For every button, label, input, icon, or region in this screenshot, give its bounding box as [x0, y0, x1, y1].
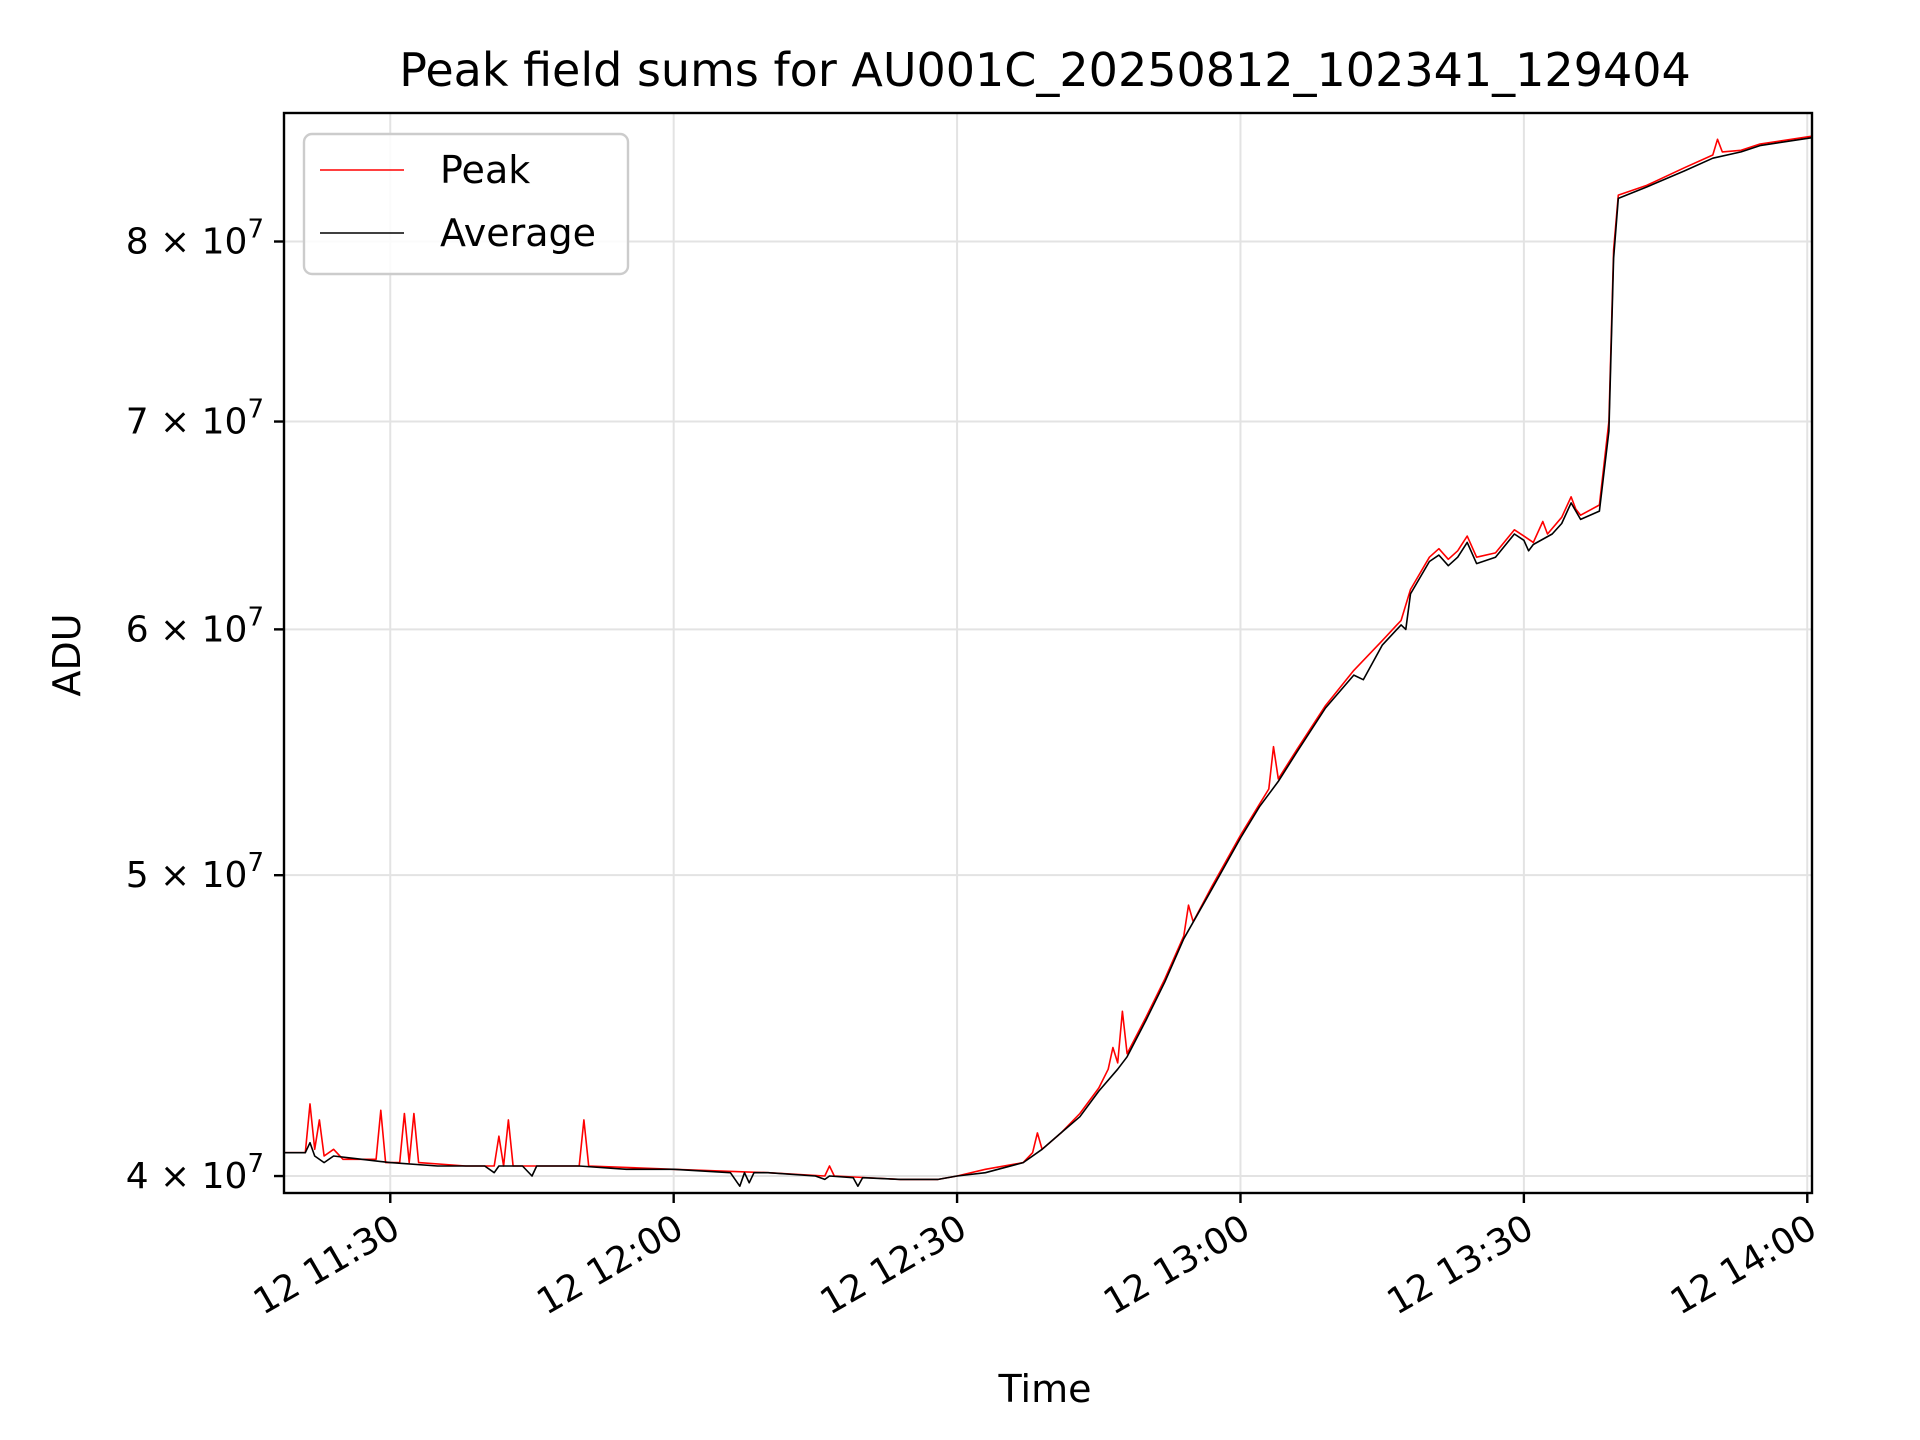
series-line-peak: [284, 135, 1813, 1181]
x-tick-label: 12 13:00: [1097, 1207, 1257, 1323]
y-tick-label: 6 × 107: [126, 602, 264, 650]
x-axis: 12 11:30 12 12:00 12 12:30 12 13:00 12 13:30…: [247, 1193, 1824, 1323]
chart-title: Peak field sums for AU001C_20250812_1023…: [399, 43, 1691, 97]
y-tick-label: 4 × 107: [126, 1149, 264, 1197]
legend: Peak Average: [302, 132, 630, 276]
legend-label-average: Average: [440, 211, 596, 255]
legend-box: [302, 132, 630, 276]
x-tick-label: 12 11:30: [247, 1207, 407, 1323]
y-tick-label: 8 × 107: [126, 215, 264, 263]
x-tick-label: 12 13:30: [1380, 1207, 1540, 1323]
series-line-average: [284, 136, 1813, 1187]
legend-label-peak: Peak: [440, 148, 530, 192]
x-tick-label: 12 12:30: [814, 1207, 974, 1323]
plot-frame: [282, 111, 1814, 1195]
x-tick-label: 12 14:00: [1664, 1207, 1824, 1323]
x-tick-label: 12 12:00: [530, 1207, 690, 1323]
y-axis: 4 × 107 5 × 107 6 × 107 7 × 107 8 × 107: [126, 215, 284, 1197]
y-tick-label: 7 × 107: [126, 395, 264, 443]
y-axis-title: ADU: [45, 613, 89, 696]
series-layer: [284, 135, 1813, 1187]
y-tick-label: 5 × 107: [126, 848, 264, 896]
x-axis-title: Time: [998, 1367, 1092, 1411]
